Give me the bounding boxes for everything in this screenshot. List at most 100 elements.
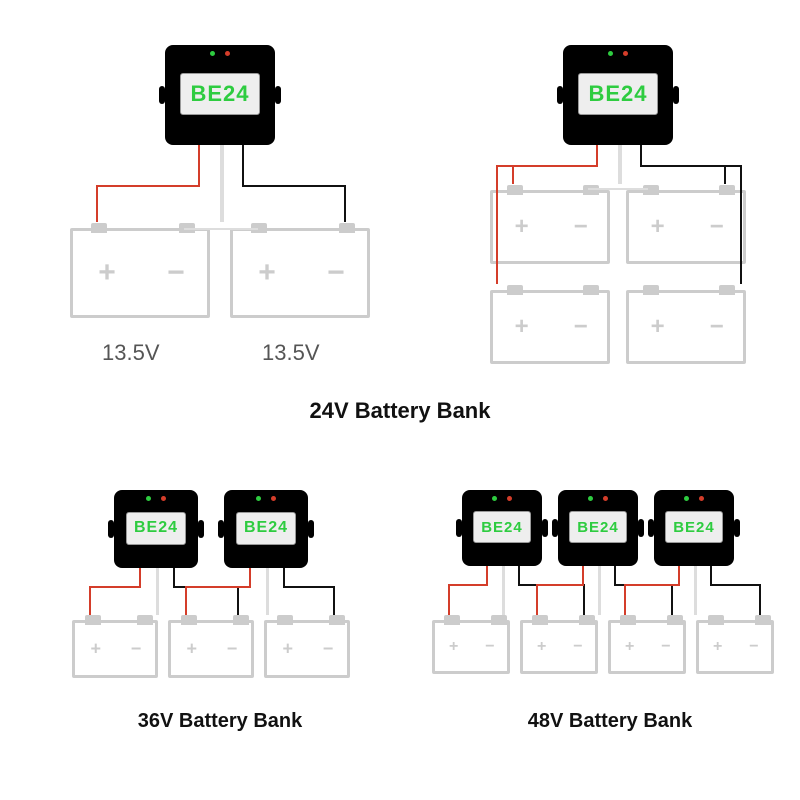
minus-icon: − [323,639,334,660]
wire-red [89,586,91,615]
wire-black [344,185,346,222]
terminal-positive [620,615,636,625]
minus-icon: − [573,638,582,656]
terminal-positive [444,615,460,625]
battery: +− [520,620,598,674]
battery: +− [490,190,610,264]
terminal-positive [85,615,101,625]
minus-icon: − [131,639,142,660]
wire-red [96,185,200,187]
wire-red [624,584,680,586]
plus-icon: + [186,639,197,660]
wire-red [448,584,488,586]
wire-black [242,145,244,185]
wire-white [618,145,622,184]
terminal-positive [181,615,197,625]
device-label: BE24 [569,511,627,543]
battery: +− [168,620,254,678]
terminal-positive [507,185,523,195]
terminal-negative [719,285,735,295]
minus-icon: − [167,256,185,290]
terminal-positive [91,223,107,233]
battery: +− [626,190,746,264]
terminal-positive [708,615,724,625]
wire-black [671,584,673,615]
minus-icon: − [574,313,588,341]
minus-icon: − [661,638,670,656]
wire-black [640,145,642,165]
equalizer-device: BE24 [558,490,638,566]
battery: +− [264,620,350,678]
wire-red [582,566,584,584]
terminal-negative [233,615,249,625]
terminal-negative [583,185,599,195]
battery: +− [626,290,746,364]
device-label: BE24 [473,511,531,543]
wire-black [710,566,712,584]
wire-red [596,145,598,165]
plus-icon: + [282,639,293,660]
battery: +− [72,620,158,678]
wire-black [333,586,335,615]
terminal-negative [491,615,507,625]
battery: +− [696,620,774,674]
terminal-negative [667,615,683,625]
plus-icon: + [98,256,116,290]
plus-icon: + [90,639,101,660]
terminal-positive [643,285,659,295]
minus-icon: − [327,256,345,290]
device-label: BE24 [126,512,186,545]
battery: +− [432,620,510,674]
battery: +− [608,620,686,674]
terminal-positive [532,615,548,625]
wire-red [448,584,450,615]
plus-icon: + [258,256,276,290]
voltage-label: 13.5V [262,340,320,366]
terminal-positive [507,285,523,295]
wire-white [502,566,505,615]
plus-icon: + [713,638,722,656]
wire-red [512,165,514,184]
device-label: BE24 [665,511,723,543]
wire-white [184,228,258,230]
title-48v: 48V Battery Bank [460,710,760,733]
wire-black [710,584,761,586]
terminal-negative [137,615,153,625]
terminal-negative [755,615,771,625]
wire-white [220,145,224,222]
equalizer-device: BE24 [114,490,198,568]
wire-black [242,185,346,187]
minus-icon: − [710,313,724,341]
terminal-positive [643,185,659,195]
terminal-negative [579,615,595,625]
terminal-negative [329,615,345,625]
minus-icon: − [749,638,758,656]
plus-icon: + [651,313,665,341]
wire-red [198,145,200,185]
wire-white [156,568,159,615]
terminal-negative [339,223,355,233]
wire-red [185,586,187,615]
wire-white [588,188,648,190]
minus-icon: − [574,213,588,241]
battery: +− [490,290,610,364]
wire-black [518,566,520,584]
wire-red [249,568,251,586]
terminal-positive [277,615,293,625]
terminal-negative [583,285,599,295]
equalizer-device: BE24 [563,45,673,145]
wire-white [694,566,697,615]
wire-black [640,165,742,167]
minus-icon: − [710,213,724,241]
wire-black [724,165,726,184]
wire-red [139,568,141,586]
wire-red [536,584,538,615]
wire-red [89,586,141,588]
wire-red [185,586,251,588]
wire-red [496,165,498,284]
plus-icon: + [537,638,546,656]
wire-white [598,566,601,615]
wire-black [759,584,761,615]
plus-icon: + [449,638,458,656]
device-label: BE24 [180,73,259,115]
